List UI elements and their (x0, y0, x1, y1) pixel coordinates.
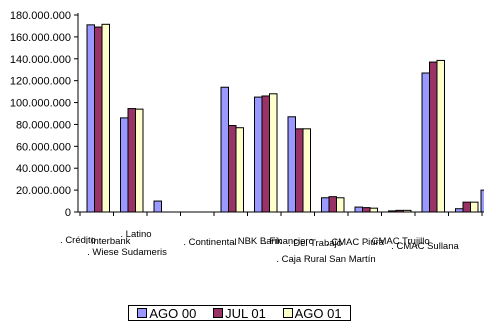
bar (395, 209, 404, 213)
y-tick-label: 140.000.000 (10, 54, 71, 66)
y-tick-label: 0 (65, 207, 71, 219)
bar (261, 95, 270, 213)
bar (470, 201, 479, 213)
x-tick-label: . Wiese Sudameris (87, 247, 167, 258)
x-tick-label: . CMAC Piura (326, 237, 385, 248)
y-tick-label: 120.000.000 (10, 76, 71, 88)
bar (421, 72, 430, 213)
bar (302, 128, 311, 213)
bar (127, 108, 136, 213)
bar (362, 207, 371, 213)
y-tick-label: 160.000.000 (10, 32, 71, 44)
legend-item-ago-01: AGO 01 (282, 305, 342, 321)
legend-label-ago-01: AGO 01 (294, 305, 342, 321)
bar (287, 116, 296, 213)
chart-legend: AGO 00 JUL 01 AGO 01 (128, 305, 351, 321)
y-tick-label: 40.000.000 (16, 163, 71, 175)
bar (86, 24, 95, 213)
bar (328, 196, 337, 213)
bar (295, 128, 304, 213)
bar (336, 197, 345, 213)
bar (403, 209, 412, 213)
bar (135, 108, 144, 213)
bar (101, 23, 110, 213)
bar (94, 26, 103, 213)
bar (220, 86, 229, 213)
bar (228, 125, 237, 213)
bar (269, 93, 278, 213)
legend-item-ago-00: AGO 00 (137, 306, 196, 321)
bar (153, 200, 162, 213)
bar (429, 61, 438, 213)
bar (254, 96, 263, 213)
y-tick-label: 20.000.000 (16, 185, 71, 197)
bar (455, 208, 464, 213)
bar (354, 206, 363, 213)
legend-swatch-jul-01 (213, 308, 224, 318)
x-tick-label: . NBK Bank (232, 236, 281, 247)
legend-label-jul-01: JUL 01 (225, 305, 266, 321)
bar (321, 197, 330, 213)
bar (235, 127, 244, 213)
x-tick-label: . CMAC Sullana (391, 241, 459, 252)
legend-swatch-ago-01 (282, 308, 293, 318)
bar (369, 207, 378, 213)
bar (436, 59, 445, 213)
x-tick-label: . Del Trabajo (288, 238, 342, 249)
y-tick-label: 100.000.000 (10, 98, 71, 110)
y-tick-label: 80.000.000 (16, 119, 71, 131)
x-tick-label: . Latino (120, 229, 151, 240)
x-tick-label: . Caja Rural San Martín (276, 254, 375, 265)
x-tick-label: . Crédito (60, 235, 96, 246)
legend-label-ago-00: AGO 00 (149, 305, 197, 321)
bar (480, 189, 484, 213)
bar (120, 117, 129, 213)
x-tick-label: . Continental (183, 237, 236, 248)
y-tick-label: 60.000.000 (16, 141, 71, 153)
bar (462, 201, 471, 213)
legend-item-jul-01: JUL 01 (213, 306, 266, 321)
x-tick-label: . CMAC Trujillo (366, 236, 429, 247)
y-tick-label: 180.000.000 (10, 10, 71, 22)
bar (388, 210, 397, 213)
x-tick-label: . Financiero (264, 236, 314, 247)
legend-swatch-ago-00 (137, 308, 148, 318)
x-tick-label: . Interbank (86, 236, 131, 247)
